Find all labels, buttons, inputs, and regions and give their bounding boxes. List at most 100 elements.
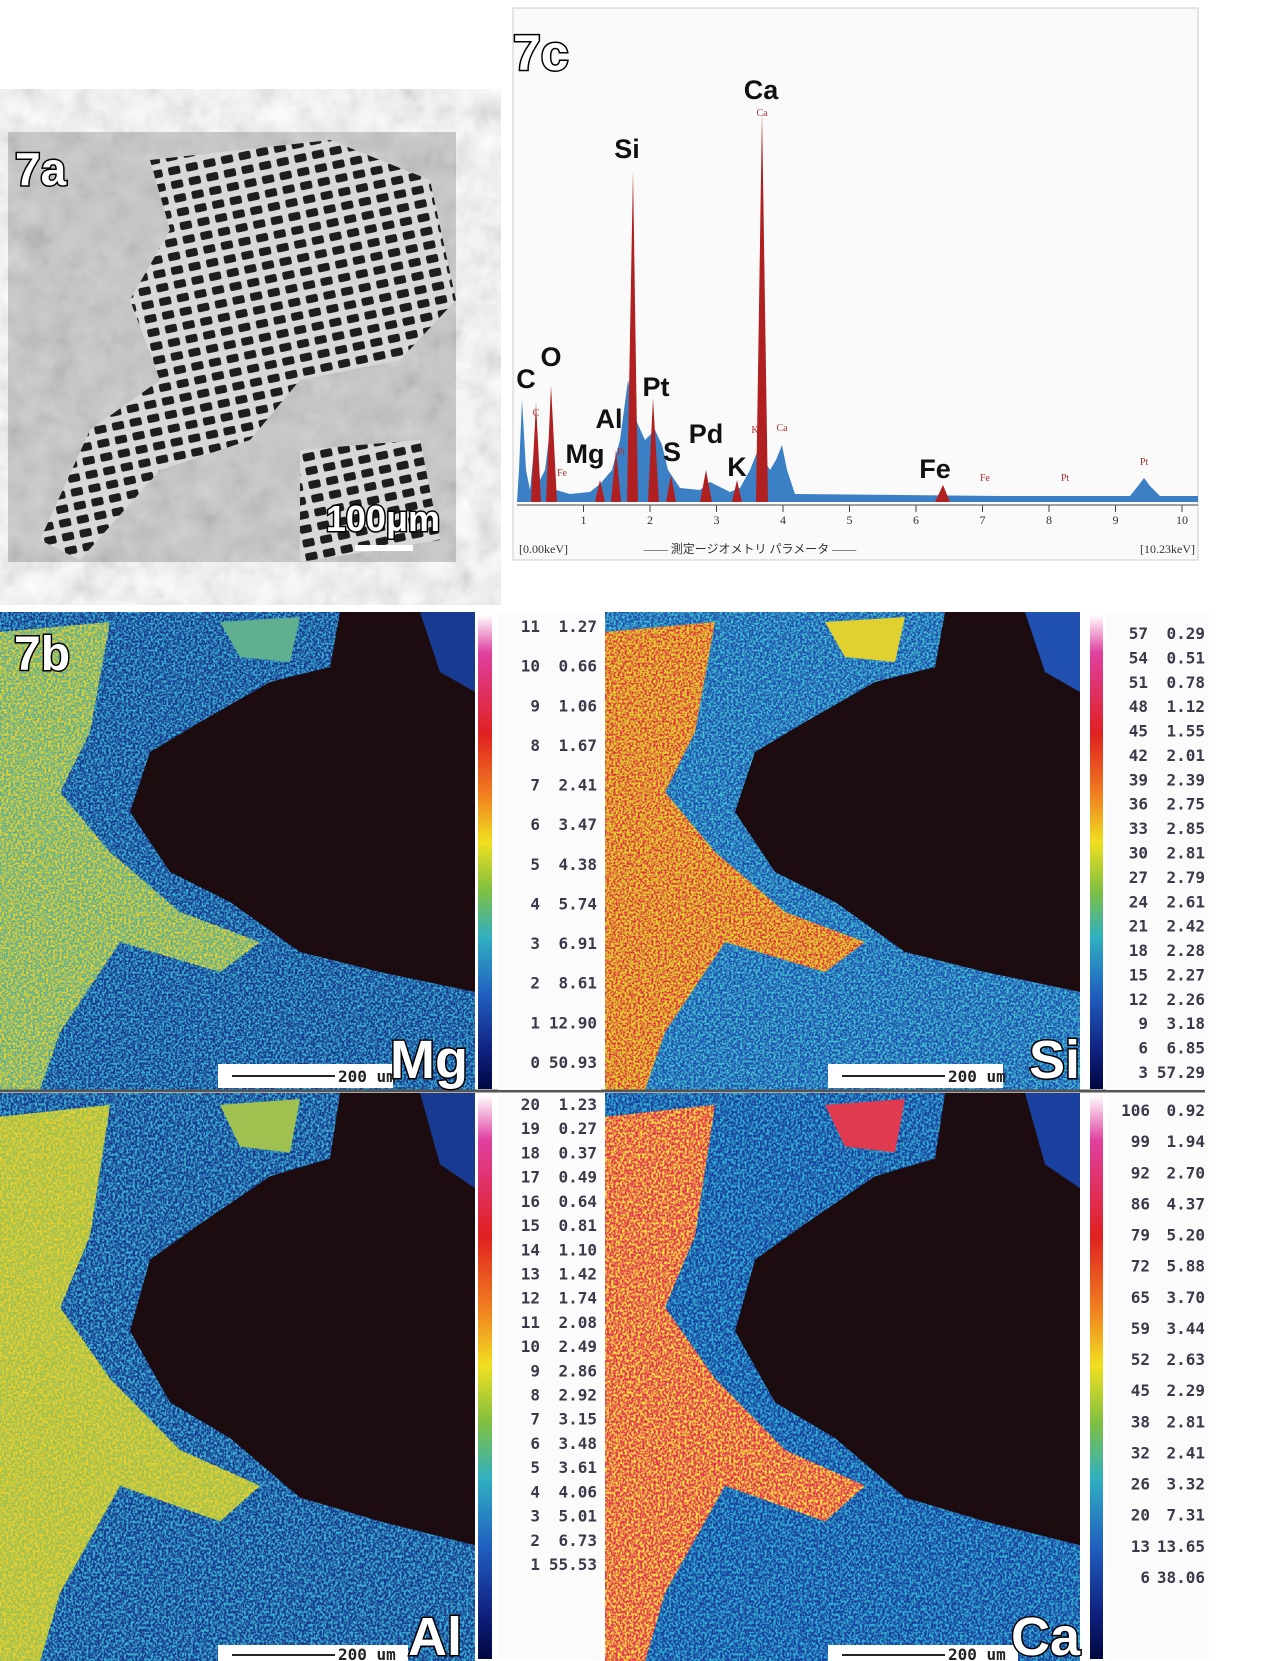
legend-level: 86 — [1131, 1194, 1150, 1213]
legend-value: 2.29 — [1166, 1381, 1205, 1400]
peak — [732, 480, 742, 502]
tick-label: 6 — [913, 513, 919, 527]
color-bar — [1090, 1095, 1103, 1659]
legend-level: 9 — [1138, 1014, 1148, 1033]
legend-value: 3.48 — [558, 1434, 597, 1453]
legend-value: 1.42 — [558, 1264, 597, 1283]
legend-value: 5.01 — [558, 1507, 597, 1526]
legend-level: 51 — [1129, 673, 1148, 692]
legend-level: 48 — [1129, 697, 1148, 716]
legend-value: 2.39 — [1166, 770, 1205, 789]
scale-box — [828, 1645, 1018, 1661]
legend-value: 1.74 — [558, 1289, 597, 1308]
legend-value: 0.64 — [558, 1192, 597, 1211]
range-start: [0.00keV] — [519, 542, 568, 556]
peaks — [531, 112, 950, 502]
legend-value: 2.41 — [1166, 1443, 1205, 1462]
legend-level: 39 — [1129, 770, 1148, 789]
panel-label: 7b — [14, 628, 70, 681]
legend-level: 17 — [521, 1168, 540, 1187]
legend-level: 14 — [521, 1240, 540, 1259]
scale-bar — [355, 545, 413, 551]
legend-level: 0 — [530, 1053, 540, 1072]
peak — [935, 485, 950, 502]
legend-level: 6 — [1138, 1039, 1148, 1058]
legend-level: 2 — [530, 974, 540, 993]
legend-level: 10 — [521, 1337, 540, 1356]
legend-level: 6 — [1140, 1568, 1150, 1587]
minor-label: Ca — [776, 423, 788, 434]
legend-level: 13 — [521, 1264, 540, 1283]
scale-label: 200 um — [338, 1067, 396, 1086]
legend-level: 45 — [1129, 722, 1148, 741]
legend-value: 6.91 — [558, 934, 597, 953]
legend-panel — [498, 1094, 601, 1660]
peak-label: Mg — [566, 439, 605, 469]
legend-level: 26 — [1131, 1475, 1150, 1494]
legend-value: 3.18 — [1166, 1014, 1205, 1033]
legend-level: 18 — [521, 1143, 540, 1162]
legend-level: 1 — [530, 1555, 540, 1574]
legend-value: 0.49 — [558, 1168, 597, 1187]
legend-value: 2.41 — [558, 776, 597, 795]
legend-value: 3.32 — [1166, 1475, 1205, 1494]
legend-value: 3.15 — [558, 1410, 597, 1429]
legend-level: 11 — [521, 1313, 540, 1332]
legend-value: 2.92 — [558, 1386, 597, 1405]
tick-label: 1 — [581, 513, 587, 527]
legend-level: 7 — [530, 1410, 540, 1429]
legend-value: 3.61 — [558, 1458, 597, 1477]
peak-label: Ca — [744, 75, 779, 105]
legend-value: 5.74 — [558, 894, 597, 913]
legend-value: 2.81 — [1166, 844, 1205, 863]
element-label: Mg — [390, 1030, 468, 1090]
legend-value: 2.75 — [1166, 795, 1205, 814]
legend-level: 15 — [521, 1216, 540, 1235]
color-bar — [478, 615, 492, 1089]
legend-level: 16 — [521, 1192, 540, 1211]
legend-value: 0.27 — [558, 1119, 597, 1138]
panel-label: 7a — [15, 143, 67, 195]
legend-value: 2.85 — [1166, 819, 1205, 838]
minor-label: Fe — [980, 473, 991, 484]
peak-label: Si — [614, 134, 640, 164]
legend-panel — [1106, 614, 1209, 1090]
peak — [627, 170, 638, 502]
legend-value: 2.70 — [1166, 1163, 1205, 1182]
scale-bars: 200 um 200 um 200 um 200 um — [218, 1064, 1018, 1661]
legend-value: 2.08 — [558, 1313, 597, 1332]
minor-label: C — [533, 408, 540, 419]
legend-level: 4 — [530, 1482, 540, 1501]
legend-level: 5 — [530, 1458, 540, 1477]
legend-level: 54 — [1129, 648, 1148, 667]
legend-value: 4.38 — [558, 855, 597, 874]
legend-value: 2.49 — [558, 1337, 597, 1356]
legend-value: 2.42 — [1166, 917, 1205, 936]
legend-value: 50.93 — [549, 1053, 597, 1072]
minor-label: K — [751, 425, 759, 436]
legend-level: 18 — [1129, 941, 1148, 960]
legend-level: 20 — [521, 1095, 540, 1114]
legend-level: 45 — [1131, 1381, 1150, 1400]
tick-label: 3 — [714, 513, 720, 527]
minor-labels: C Fe Pt K Ca Ca Fe Pt Pt — [533, 108, 1149, 484]
legend-level: 3 — [530, 934, 540, 953]
legend-level: 10 — [521, 657, 540, 676]
peak — [611, 450, 621, 502]
legend-level: 13 — [1131, 1537, 1150, 1556]
peak — [595, 480, 605, 502]
legend-value: 2.79 — [1166, 868, 1205, 887]
legend-value: 6.73 — [558, 1531, 597, 1550]
legend-level: 33 — [1129, 819, 1148, 838]
legend-level: 99 — [1131, 1132, 1150, 1151]
color-bar — [478, 1095, 492, 1659]
tick-label: 8 — [1046, 513, 1052, 527]
legend-level: 38 — [1131, 1412, 1150, 1431]
legend-value: 3.47 — [558, 815, 597, 834]
tick-label: 5 — [847, 513, 853, 527]
legend-value: 0.78 — [1166, 673, 1205, 692]
legend-value: 12.90 — [549, 1013, 597, 1032]
peak-label: K — [727, 452, 747, 482]
peak — [648, 398, 659, 502]
